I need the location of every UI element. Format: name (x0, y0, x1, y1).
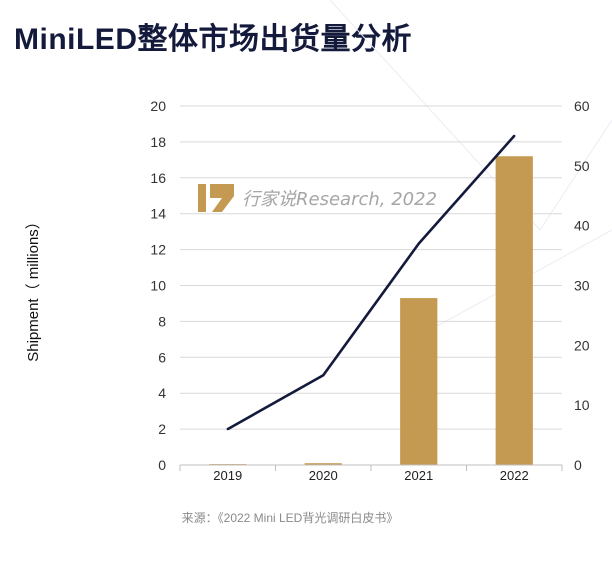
x-tick-label: 2019 (213, 468, 242, 483)
y-tick-label: 16 (150, 170, 166, 186)
line-point (513, 134, 516, 138)
y2-tick-label: 0 (574, 457, 582, 473)
y2-tick-label: 30 (574, 278, 590, 294)
y-tick-label: 12 (150, 242, 166, 258)
y-tick-label: 20 (150, 98, 166, 114)
left-axis-ticks: 0 2 4 6 8 10 12 14 16 18 20 (150, 98, 166, 473)
y-tick-label: 10 (150, 278, 166, 294)
watermark-logo-icon (198, 184, 234, 212)
x-tick-label: 2020 (309, 468, 338, 483)
source-note: 来源：《2022 Mini LED背光调研白皮书》 (182, 510, 399, 525)
y2-tick-label: 20 (574, 337, 590, 353)
y2-tick-label: 60 (574, 98, 590, 114)
right-axis-ticks: 0 10 20 30 40 50 60 (574, 98, 590, 473)
watermark: 行家说Research, 2022 (198, 184, 437, 212)
line-series (226, 134, 516, 431)
x-axis: 2019 2020 2021 2022 (179, 464, 563, 483)
y-tick-label: 8 (158, 313, 166, 329)
y-tick-label: 0 (158, 457, 166, 473)
y2-tick-label: 40 (574, 218, 590, 234)
page-title: MiniLED整体市场出货量分析 (14, 23, 412, 56)
y-tick-label: 14 (150, 206, 166, 222)
x-tick-label: 2022 (500, 468, 529, 483)
y-tick-label: 2 (158, 421, 166, 437)
bar (304, 463, 342, 465)
y-tick-label: 4 (158, 385, 166, 401)
bar (400, 298, 438, 465)
bar (495, 156, 533, 465)
line-point (226, 427, 229, 431)
line-point (417, 242, 420, 245)
y-tick-label: 18 (150, 134, 166, 150)
y2-tick-label: 50 (574, 158, 590, 174)
y-axis-label: Shipment（ millions） (25, 214, 42, 362)
bar-series (209, 156, 533, 465)
x-tick-label: 2021 (404, 468, 433, 483)
y2-tick-label: 10 (574, 397, 590, 413)
y-tick-label: 6 (158, 349, 166, 365)
watermark-text: 行家说Research, 2022 (242, 189, 437, 210)
line-point (322, 374, 325, 377)
line-path (227, 135, 516, 431)
background-decoration (329, 0, 612, 331)
